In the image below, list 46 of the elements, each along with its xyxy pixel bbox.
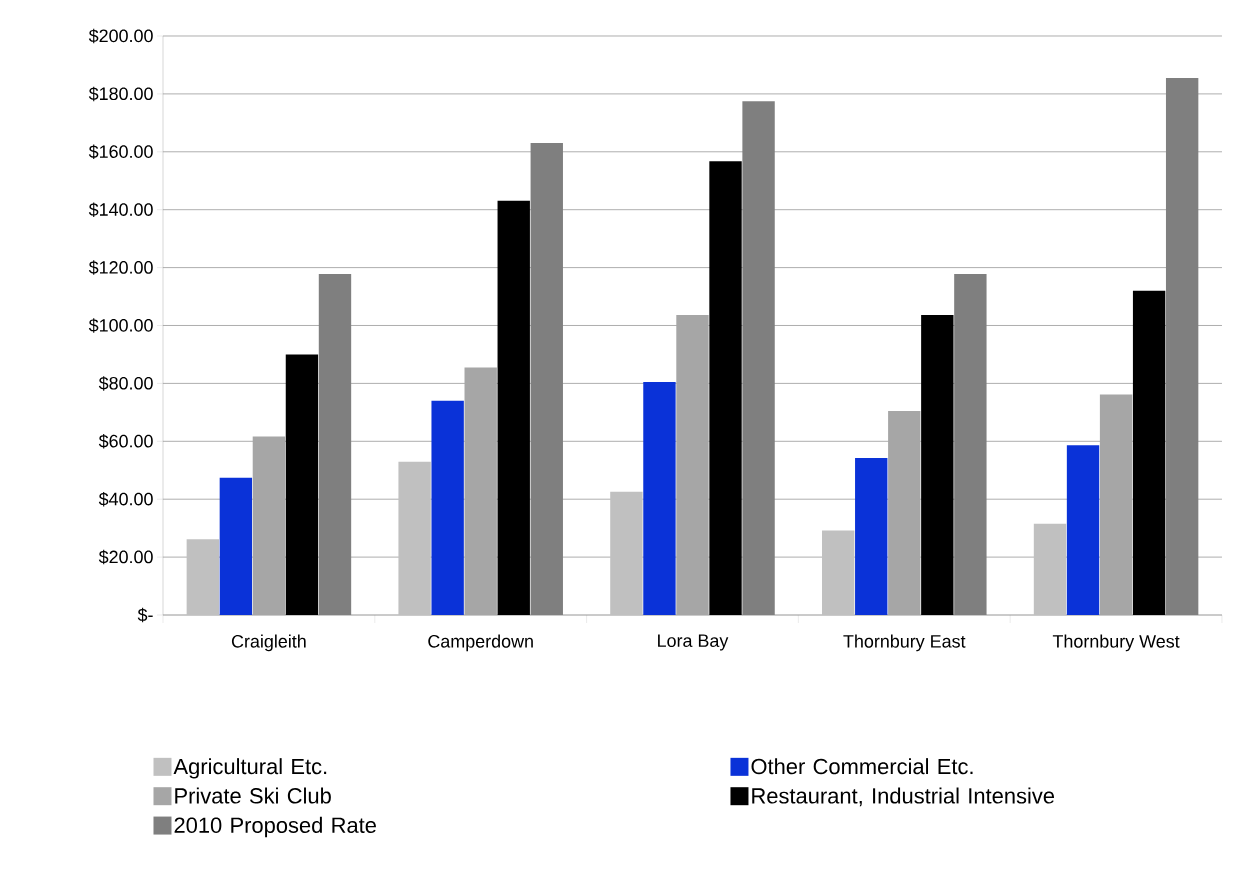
x-tick-label: Lora Bay (658, 634, 729, 651)
bar (643, 381, 676, 615)
bar (921, 315, 954, 615)
y-tick-label: $200.00 (88, 28, 153, 44)
y-tick-label: $40.00 (98, 491, 153, 507)
bar (709, 161, 742, 615)
bar (1132, 290, 1166, 615)
bar (285, 354, 319, 615)
bar (855, 458, 888, 615)
bar (1033, 523, 1067, 615)
x-tick-label: Craigleith (231, 634, 306, 652)
bar (888, 410, 921, 615)
legend-label: Agricultural Etc. (173, 758, 327, 779)
y-tick-label: $20.00 (98, 549, 153, 565)
y-tick-label: $140.00 (88, 202, 153, 217)
legend-label: Restaurant, Industrial Intensive (752, 787, 1055, 807)
bar (676, 315, 709, 615)
y-tick-label: $- (137, 607, 153, 623)
bar (1165, 77, 1199, 615)
bar (398, 461, 431, 615)
bar (318, 273, 352, 615)
bar (954, 273, 987, 615)
bar (497, 200, 530, 615)
legend-label: Other Commercial Etc. (751, 758, 973, 775)
bar (431, 400, 464, 615)
bar (464, 367, 497, 615)
bar (1066, 445, 1100, 615)
y-tick-label: $100.00 (88, 318, 153, 333)
x-tick-label: Thornbury East (843, 634, 966, 652)
bar (1099, 394, 1133, 615)
bar (252, 436, 286, 615)
bar (219, 477, 253, 615)
y-tick-label: $60.00 (98, 434, 153, 449)
bar (530, 143, 563, 615)
y-tick-label: $120.00 (88, 260, 153, 275)
y-tick-label: $160.00 (88, 144, 153, 160)
y-tick-label: $80.00 (98, 376, 153, 391)
x-tick-label: Camperdown (428, 634, 533, 652)
bar (742, 101, 775, 615)
y-tick-label: $180.00 (88, 86, 153, 102)
legend-label: 2010 Proposed Rate (174, 816, 376, 838)
bar (186, 539, 220, 615)
legend-label: Private Ski Club (175, 787, 331, 804)
bar (822, 530, 855, 615)
bar (610, 491, 643, 615)
x-tick-label: Thornbury West (1052, 634, 1180, 652)
